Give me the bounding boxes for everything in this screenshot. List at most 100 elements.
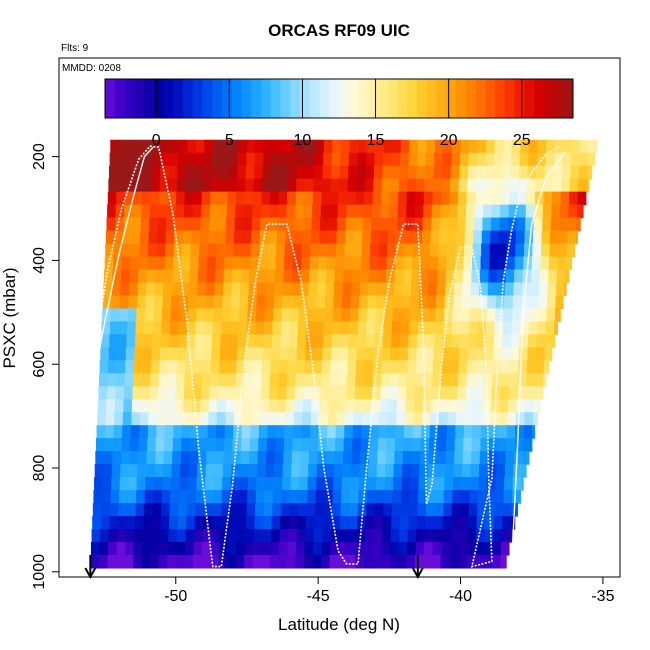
heatmap-cell: [119, 308, 129, 322]
heatmap-cell: [322, 528, 332, 543]
heatmap-cell: [134, 347, 144, 361]
colorbar-segment: [397, 79, 408, 118]
heatmap-cell: [280, 152, 290, 167]
heatmap-cell: [166, 399, 176, 413]
heatmap-cell: [410, 282, 421, 297]
heatmap-cell: [118, 152, 128, 167]
heatmap-cell: [156, 243, 166, 258]
heatmap-cell: [136, 477, 146, 491]
heatmap-cell: [238, 139, 248, 154]
heatmap-cell: [348, 334, 358, 348]
heatmap-cell: [191, 217, 202, 232]
heatmap-cell: [222, 464, 232, 478]
heatmap-cell: [441, 360, 451, 374]
heatmap-cell: [169, 334, 179, 348]
heatmap-cell: [258, 256, 268, 271]
heatmap-cell: [102, 295, 112, 310]
heatmap-cell: [504, 295, 514, 310]
heatmap-cell: [436, 282, 446, 297]
heatmap-cell: [470, 282, 480, 297]
heatmap-cell: [392, 308, 402, 322]
heatmap-cell: [250, 425, 260, 439]
heatmap-cell: [215, 438, 225, 452]
heatmap-cell: [462, 269, 472, 284]
heatmap-cell: [528, 152, 538, 167]
heatmap-cell: [414, 204, 424, 219]
heatmap-cell: [167, 541, 177, 556]
heatmap-cell: [407, 178, 417, 193]
heatmap-cell: [150, 373, 160, 387]
heatmap-cell: [409, 139, 419, 154]
heatmap-cell: [354, 204, 365, 219]
heatmap-cell: [192, 554, 202, 569]
heatmap-cell: [368, 451, 378, 465]
heatmap-cell: [560, 191, 570, 206]
colorbar: 0 5 10 15 20 25: [104, 78, 574, 149]
heatmap-cell: [251, 230, 261, 245]
heatmap-cell: [481, 243, 491, 258]
heatmap-cell: [299, 477, 309, 491]
heatmap-cell: [266, 438, 276, 452]
heatmap-cell: [187, 139, 197, 154]
heatmap-cell: [459, 334, 469, 348]
heatmap-cell: [140, 217, 150, 232]
heatmap-cell: [104, 269, 114, 284]
heatmap-cell: [118, 334, 128, 348]
heatmap-cell: [480, 438, 490, 452]
heatmap-cell: [147, 243, 158, 258]
heatmap-cell: [341, 295, 352, 310]
heatmap-cell: [294, 386, 305, 400]
heatmap-cell: [253, 360, 263, 374]
heatmap-cell: [443, 503, 453, 517]
heatmap-cell: [149, 399, 159, 413]
heatmap-cell: [115, 386, 125, 400]
heatmap-cell: [503, 321, 513, 335]
heatmap-cell: [557, 256, 567, 271]
heatmap-cell: [103, 282, 113, 297]
heatmap-cell: [124, 204, 134, 219]
heatmap-cell: [577, 191, 587, 206]
heatmap-cell: [349, 503, 359, 517]
heatmap-cell: [310, 412, 320, 426]
heatmap-cell: [103, 464, 113, 478]
heatmap-cell: [423, 204, 433, 219]
heatmap-cell: [177, 528, 187, 543]
heatmap-cell: [486, 139, 496, 154]
heatmap-cell: [201, 191, 211, 206]
heatmap-cell: [450, 178, 460, 193]
flight-track-line: [89, 145, 561, 568]
colorbar-segment: [358, 79, 369, 118]
heatmap-cell: [255, 503, 265, 517]
heatmap-cell: [126, 334, 136, 348]
heatmap-cell: [431, 217, 441, 232]
heatmap-cell: [483, 191, 493, 206]
heatmap-cell: [547, 295, 557, 310]
heatmap-cell: [532, 412, 539, 426]
heatmap-cell: [405, 386, 416, 400]
heatmap-cell: [161, 139, 171, 154]
heatmap-cell: [473, 217, 484, 232]
heatmap-cell: [180, 269, 191, 284]
heatmap-cell: [282, 295, 292, 310]
heatmap-cell: [324, 308, 334, 322]
heatmap-cell: [175, 554, 185, 569]
heatmap-cell: [245, 165, 255, 180]
heatmap-cell: [263, 334, 273, 348]
heatmap-cell: [168, 178, 178, 193]
heatmap-cell: [109, 165, 119, 180]
colorbar-segment: [514, 79, 525, 118]
heatmap-cell: [369, 425, 380, 439]
heatmap-cell: [446, 438, 456, 452]
heatmap-cell: [346, 386, 356, 400]
heatmap-cell: [271, 152, 282, 167]
heatmap-cell: [286, 204, 296, 219]
heatmap-cell: [525, 386, 535, 400]
heatmap-cell: [554, 308, 561, 322]
heatmap-cell: [228, 165, 238, 180]
heatmap-cell: [128, 295, 138, 310]
heatmap-cell: [377, 438, 387, 452]
heatmap-cell: [424, 178, 434, 193]
heatmap-cell: [231, 282, 241, 297]
heatmap-cell: [474, 373, 485, 387]
heatmap-cell: [454, 438, 464, 452]
